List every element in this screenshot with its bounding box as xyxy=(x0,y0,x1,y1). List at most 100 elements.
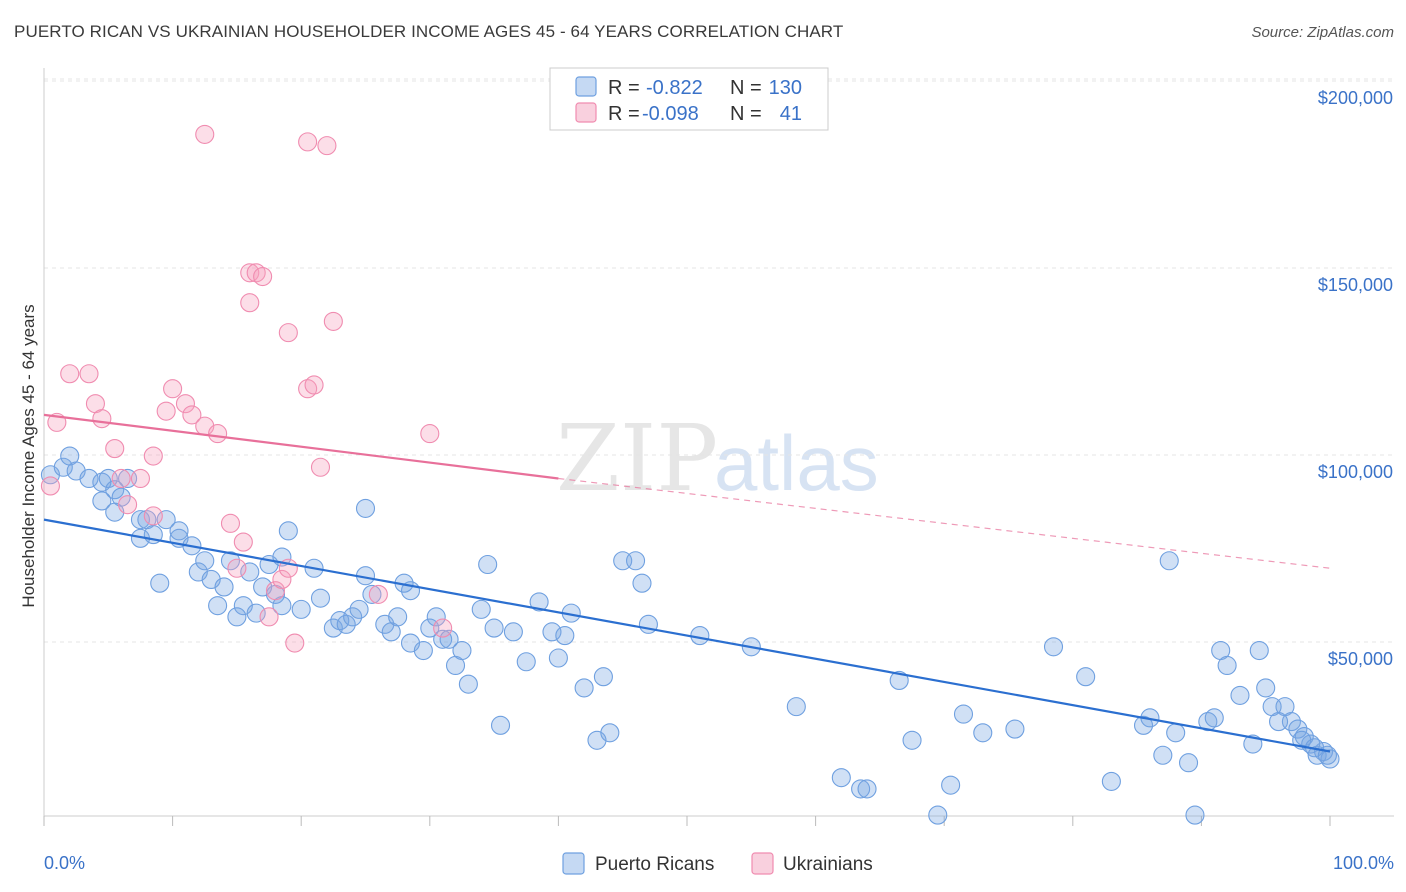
data-point xyxy=(362,584,382,604)
legend-r-label-1: R = xyxy=(608,77,640,99)
data-point xyxy=(336,614,356,634)
data-point xyxy=(195,551,215,571)
data-point xyxy=(1249,640,1269,661)
data-point xyxy=(156,401,176,421)
data-point xyxy=(175,394,196,414)
series-legend: Puerto Ricans Ukrainians xyxy=(562,852,873,875)
data-point xyxy=(490,715,511,735)
data-point xyxy=(471,599,491,619)
data-point xyxy=(310,457,331,477)
data-point xyxy=(1076,667,1096,687)
data-point xyxy=(118,495,138,515)
trend-line-extension xyxy=(558,477,1331,569)
trend-line-puerto-ricans xyxy=(43,518,1331,753)
data-point xyxy=(310,588,331,608)
data-point xyxy=(227,558,247,578)
data-point xyxy=(233,532,253,552)
legend-r-value-1: -0.822 xyxy=(646,77,703,99)
data-point xyxy=(240,562,260,582)
bottom-legend-swatch-puerto-ricans xyxy=(562,852,585,875)
data-point xyxy=(60,364,80,384)
data-point xyxy=(1159,551,1179,571)
data-point xyxy=(1178,753,1199,773)
data-point xyxy=(355,498,376,518)
y-tick-label: $150,000 xyxy=(1318,275,1393,295)
data-point xyxy=(593,667,613,687)
data-point xyxy=(413,640,433,661)
data-point xyxy=(227,607,247,627)
data-point xyxy=(420,424,440,444)
data-point xyxy=(1153,745,1173,765)
data-point xyxy=(555,626,575,646)
legend-r-value-2: -0.098 xyxy=(642,103,699,125)
y-tick-label: $200,000 xyxy=(1318,88,1393,108)
data-point xyxy=(182,405,202,425)
data-point xyxy=(1204,708,1224,728)
data-point xyxy=(889,670,909,690)
data-point xyxy=(851,779,871,799)
data-point xyxy=(246,603,266,623)
data-point xyxy=(600,723,620,743)
legend-n-label-1: N = xyxy=(730,77,762,99)
data-point xyxy=(973,723,993,743)
data-point xyxy=(317,136,337,156)
data-point xyxy=(150,573,170,593)
data-point xyxy=(928,805,948,825)
data-point xyxy=(368,584,388,604)
data-point xyxy=(542,622,562,642)
data-point xyxy=(452,640,472,661)
y-axis-title: Householder Income Ages 45 - 64 years xyxy=(19,304,38,607)
data-point xyxy=(786,697,806,717)
data-point xyxy=(1269,712,1289,732)
data-point xyxy=(79,364,99,384)
data-point xyxy=(240,293,260,313)
data-point xyxy=(548,648,568,668)
data-point xyxy=(156,510,176,530)
data-point xyxy=(130,468,150,489)
data-point xyxy=(439,629,459,649)
data-point xyxy=(143,506,163,526)
bottom-legend-swatch-ukrainians xyxy=(751,852,774,875)
data-point xyxy=(53,457,73,477)
data-point xyxy=(298,132,318,152)
data-point xyxy=(503,622,523,642)
data-point xyxy=(323,618,343,638)
data-point xyxy=(92,409,112,429)
data-point xyxy=(478,554,498,575)
watermark-zip: ZIP xyxy=(556,405,718,512)
y-tick-label: $50,000 xyxy=(1328,649,1393,669)
watermark: ZIP atlas xyxy=(556,405,879,512)
data-point xyxy=(690,626,710,646)
data-point xyxy=(208,424,228,444)
correlation-legend: R = -0.822 N = 130 R = -0.098 N = 41 xyxy=(549,67,829,131)
data-point xyxy=(130,510,150,530)
data-point xyxy=(285,633,305,653)
data-point xyxy=(458,674,478,694)
data-point xyxy=(529,592,549,612)
data-point xyxy=(220,551,241,571)
data-point xyxy=(304,375,324,395)
data-point xyxy=(240,263,260,283)
data-point xyxy=(343,607,363,627)
data-point xyxy=(246,263,266,283)
series-puerto-ricans xyxy=(40,446,1340,825)
data-point xyxy=(143,446,163,466)
y-tick-labels: $50,000 $100,000 $150,000 $200,000 xyxy=(1318,88,1393,669)
data-point xyxy=(169,521,189,541)
data-point xyxy=(220,513,241,533)
data-point xyxy=(253,266,273,287)
data-point xyxy=(105,439,125,459)
data-point xyxy=(1133,715,1154,735)
data-point xyxy=(516,652,536,672)
data-point xyxy=(1185,805,1205,825)
data-point xyxy=(574,678,594,698)
axes xyxy=(43,68,1394,817)
data-point xyxy=(214,577,234,597)
data-point xyxy=(388,607,408,627)
data-point xyxy=(1230,685,1250,705)
legend-n-value-1: 130 xyxy=(769,77,802,99)
data-point xyxy=(163,379,183,399)
data-point xyxy=(278,323,298,343)
data-point xyxy=(323,311,343,331)
x-ticks xyxy=(43,816,1331,826)
